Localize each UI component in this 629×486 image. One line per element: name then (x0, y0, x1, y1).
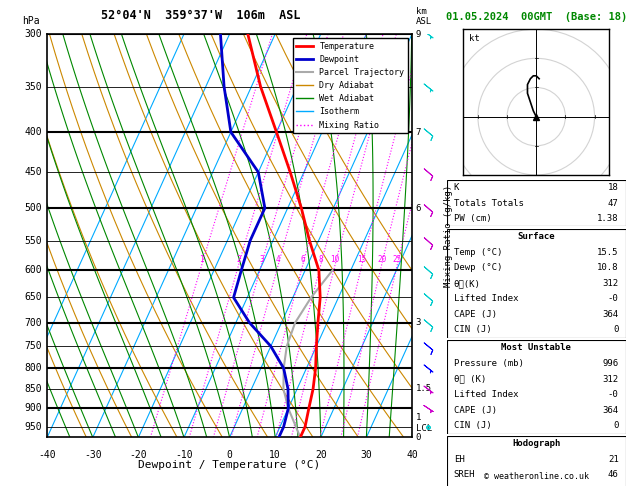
Text: 10.8: 10.8 (597, 263, 619, 272)
Text: -0: -0 (608, 390, 619, 399)
Text: 3: 3 (259, 256, 264, 264)
Text: Dewpoint / Temperature (°C): Dewpoint / Temperature (°C) (138, 460, 321, 469)
Text: SREH: SREH (454, 470, 476, 479)
Text: 20: 20 (377, 256, 386, 264)
Text: 0: 0 (416, 433, 421, 442)
Text: 2: 2 (237, 256, 241, 264)
Text: Temp (°C): Temp (°C) (454, 248, 502, 257)
Text: Surface: Surface (518, 232, 555, 241)
Text: 25: 25 (392, 256, 402, 264)
Text: 30: 30 (360, 450, 372, 459)
Text: 300: 300 (24, 29, 42, 39)
Text: 21: 21 (608, 455, 619, 464)
Text: © weatheronline.co.uk: © weatheronline.co.uk (484, 472, 589, 481)
Text: 7: 7 (416, 127, 421, 137)
Text: 800: 800 (24, 363, 42, 373)
Text: 350: 350 (24, 82, 42, 91)
Text: 10: 10 (269, 450, 281, 459)
Text: Pressure (mb): Pressure (mb) (454, 359, 523, 368)
Text: -20: -20 (130, 450, 147, 459)
Text: 46: 46 (608, 470, 619, 479)
Text: Hodograph: Hodograph (512, 439, 560, 448)
Text: 6: 6 (301, 256, 305, 264)
Text: Totals Totals: Totals Totals (454, 199, 523, 208)
Text: 600: 600 (24, 265, 42, 275)
Text: 9: 9 (416, 30, 421, 38)
Text: -30: -30 (84, 450, 102, 459)
Text: 8: 8 (318, 256, 323, 264)
Text: 0: 0 (613, 326, 619, 334)
Text: 4: 4 (276, 256, 281, 264)
Text: hPa: hPa (21, 16, 39, 26)
Text: EH: EH (454, 455, 464, 464)
Text: 01.05.2024  00GMT  (Base: 18): 01.05.2024 00GMT (Base: 18) (445, 12, 627, 22)
Text: 312: 312 (603, 279, 619, 288)
Text: 52°04'N  359°37'W  106m  ASL: 52°04'N 359°37'W 106m ASL (101, 9, 300, 22)
Text: 850: 850 (24, 384, 42, 394)
Text: km
ASL: km ASL (416, 6, 431, 26)
Text: 550: 550 (24, 236, 42, 245)
Text: 20: 20 (315, 450, 326, 459)
Text: 15: 15 (357, 256, 367, 264)
Text: 15.5: 15.5 (597, 248, 619, 257)
Text: 750: 750 (24, 341, 42, 351)
Legend: Temperature, Dewpoint, Parcel Trajectory, Dry Adiabat, Wet Adiabat, Isotherm, Mi: Temperature, Dewpoint, Parcel Trajectory… (293, 38, 408, 133)
Text: K: K (454, 183, 459, 192)
Text: 650: 650 (24, 293, 42, 302)
Text: kt: kt (469, 34, 480, 43)
Text: 900: 900 (24, 403, 42, 414)
Text: 3: 3 (416, 318, 421, 327)
Text: -40: -40 (38, 450, 56, 459)
Text: Lifted Index: Lifted Index (454, 390, 518, 399)
Text: Mixing Ratio (g/kg): Mixing Ratio (g/kg) (444, 185, 453, 287)
Text: CAPE (J): CAPE (J) (454, 406, 497, 415)
Text: 1.5: 1.5 (416, 384, 431, 393)
Text: CAPE (J): CAPE (J) (454, 310, 497, 319)
Text: 700: 700 (24, 318, 42, 328)
Text: 950: 950 (24, 422, 42, 432)
Text: CIN (J): CIN (J) (454, 326, 491, 334)
Text: 6: 6 (416, 204, 421, 212)
Text: 996: 996 (603, 359, 619, 368)
Text: Dewp (°C): Dewp (°C) (454, 263, 502, 272)
Text: -0: -0 (608, 295, 619, 303)
Text: θᴄ(K): θᴄ(K) (454, 279, 481, 288)
Text: 1: 1 (416, 413, 421, 422)
Text: 1: 1 (199, 256, 204, 264)
Text: 400: 400 (24, 127, 42, 137)
Text: 450: 450 (24, 167, 42, 177)
Text: 10: 10 (330, 256, 340, 264)
Text: 312: 312 (603, 375, 619, 383)
Text: 40: 40 (406, 450, 418, 459)
Text: 364: 364 (603, 406, 619, 415)
Text: 47: 47 (608, 199, 619, 208)
Text: 0: 0 (613, 421, 619, 430)
Text: 1.38: 1.38 (597, 214, 619, 223)
Text: Most Unstable: Most Unstable (501, 344, 571, 352)
Text: 500: 500 (24, 203, 42, 213)
Text: PW (cm): PW (cm) (454, 214, 491, 223)
Text: 364: 364 (603, 310, 619, 319)
Text: Lifted Index: Lifted Index (454, 295, 518, 303)
Text: CIN (J): CIN (J) (454, 421, 491, 430)
Text: 18: 18 (608, 183, 619, 192)
Text: 0: 0 (226, 450, 233, 459)
Text: θᴄ (K): θᴄ (K) (454, 375, 486, 383)
Text: -10: -10 (175, 450, 193, 459)
Text: LCL: LCL (416, 424, 431, 433)
